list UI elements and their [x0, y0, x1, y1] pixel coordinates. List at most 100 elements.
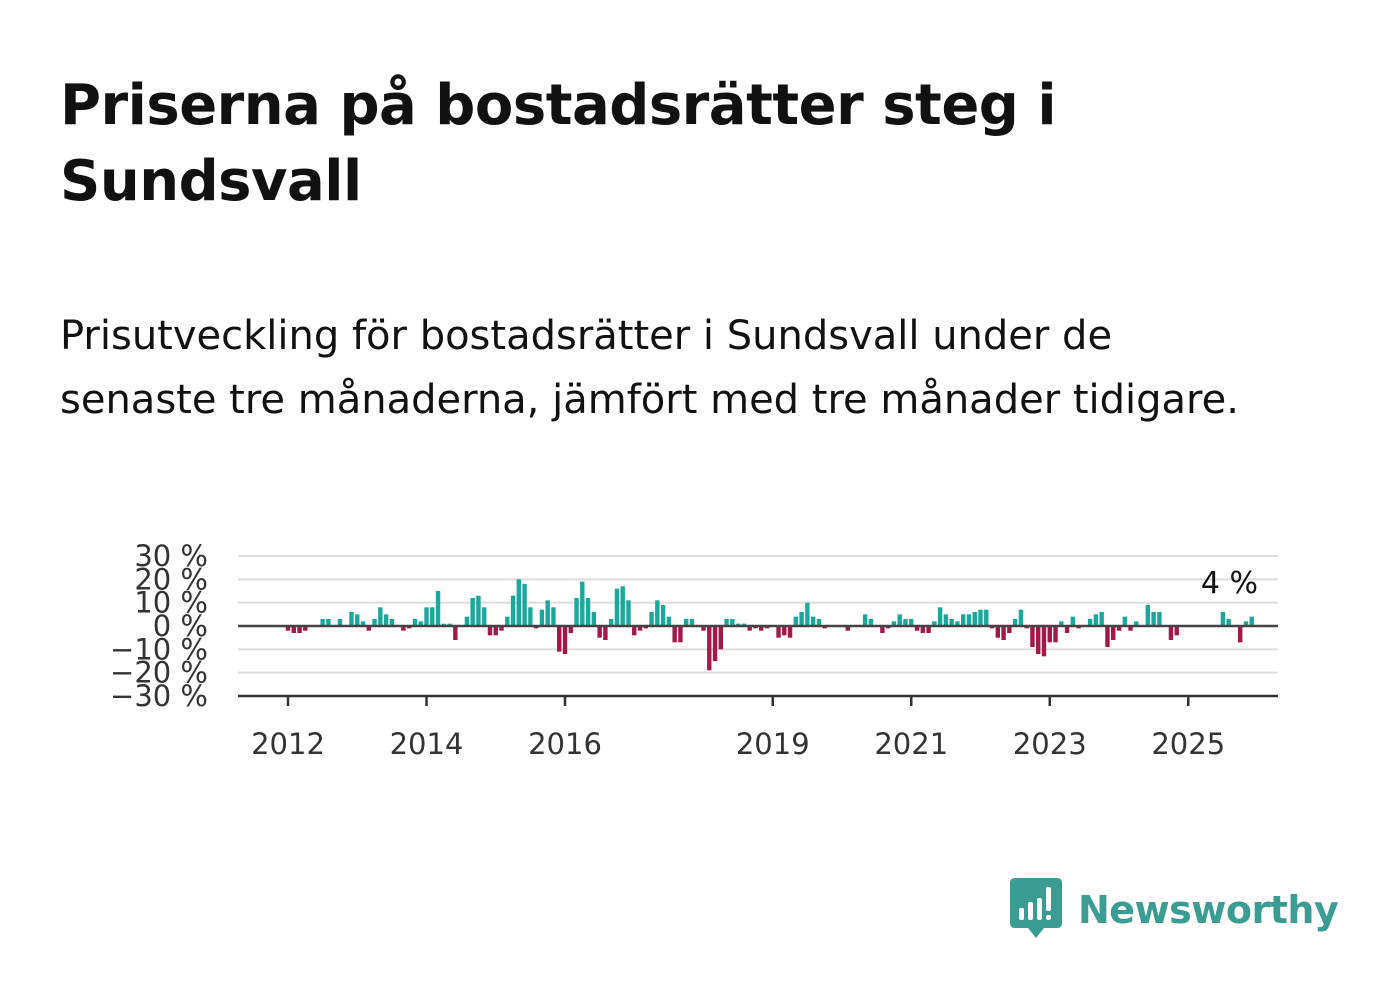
bar: [580, 581, 585, 626]
bar: [510, 595, 516, 626]
bar: [493, 626, 498, 636]
bar: [932, 621, 937, 626]
bar: [528, 607, 533, 626]
bar: [412, 619, 418, 626]
bar: [424, 607, 429, 626]
bar: [724, 619, 729, 626]
bar: [545, 600, 550, 626]
bar: [482, 607, 487, 626]
bar: [1053, 626, 1058, 643]
bar: [597, 626, 602, 638]
bar: [683, 619, 689, 626]
bar: [1220, 612, 1226, 626]
bar: [632, 626, 637, 636]
bar: [1093, 614, 1099, 626]
bar: [730, 619, 735, 626]
bar: [718, 626, 724, 650]
bar: [372, 619, 377, 626]
bar: [470, 598, 475, 626]
bar: [1128, 626, 1133, 631]
x-axis-labels: 2012 2014 2016 2019 2021 2023 2025: [251, 696, 1225, 761]
bar: [787, 626, 793, 638]
bar: [943, 614, 949, 626]
bar: [389, 619, 395, 626]
bar: [672, 626, 677, 643]
bar: [1018, 609, 1024, 626]
bar: [337, 619, 343, 626]
bar: [585, 598, 591, 626]
bar: [303, 626, 308, 631]
bar: [914, 626, 920, 631]
y-tick-label: −10 %: [110, 632, 208, 666]
bar: [1041, 626, 1047, 657]
bar: [355, 614, 360, 626]
bar: [516, 579, 522, 626]
bar-chart: 30 %20 %10 %0 %−10 %−20 %−30 % 2012 2014 2…: [110, 539, 1278, 761]
bar: [805, 602, 810, 626]
bar: [1012, 619, 1018, 626]
bar: [868, 619, 874, 626]
bar: [949, 619, 954, 626]
brand-name: Newsworthy: [1078, 888, 1339, 932]
y-tick-label: −20 %: [110, 656, 208, 690]
bar: [1059, 621, 1064, 626]
axes: [238, 624, 1278, 698]
bar: [747, 626, 752, 631]
bar: [1064, 626, 1070, 633]
chart-title: Priserna på bostadsrätter steg i Sundsva…: [60, 73, 1057, 214]
chart-subtitle: Prisutveckling för bostadsrätter i Sunds…: [60, 313, 1239, 423]
bar: [453, 626, 458, 640]
x-tick-label: 2021: [874, 727, 948, 761]
bar: [1226, 619, 1231, 626]
bar: [862, 614, 868, 626]
bar: [926, 626, 931, 633]
bar: [920, 626, 925, 633]
bars: [285, 579, 1254, 671]
bar: [591, 612, 597, 626]
bar: [1105, 626, 1110, 647]
bar: [1030, 626, 1035, 647]
bar: [1151, 612, 1156, 626]
bar: [1145, 605, 1151, 626]
bar: [966, 614, 972, 626]
bar: [1134, 621, 1139, 626]
bar: [378, 607, 383, 626]
bar: [326, 619, 331, 626]
bar: [297, 626, 302, 633]
bar: [476, 595, 481, 626]
bar: [568, 626, 573, 633]
bar: [505, 616, 510, 626]
bar: [1249, 616, 1254, 626]
bar: [1036, 626, 1041, 654]
bar: [816, 619, 822, 626]
bar: [637, 626, 643, 631]
bar: [649, 612, 654, 626]
bar: [1007, 626, 1012, 633]
bar: [1116, 626, 1122, 631]
x-tick-label: 2012: [251, 727, 325, 761]
bar: [464, 616, 470, 626]
bar: [937, 607, 943, 626]
bar: [430, 607, 435, 626]
bar: [608, 619, 614, 626]
x-tick-label: 2023: [1013, 727, 1087, 761]
bar: [845, 626, 850, 631]
y-tick-label: 20 %: [134, 562, 208, 596]
bar: [880, 626, 885, 633]
newsworthy-brand: Newsworthy: [1010, 878, 1339, 942]
bar: [1168, 626, 1174, 640]
bar: [1047, 626, 1052, 643]
bar: [360, 621, 366, 626]
bar: [972, 612, 977, 626]
bar: [655, 600, 660, 626]
last-value-label: 4 %: [1201, 566, 1258, 601]
bar: [759, 626, 764, 631]
x-tick-label: 2014: [390, 727, 464, 761]
bar: [666, 616, 672, 626]
bar: [810, 616, 816, 626]
bar: [1070, 616, 1076, 626]
bar: [1122, 616, 1127, 626]
bar: [1087, 619, 1093, 626]
bar: [660, 605, 666, 626]
grid-lines: [238, 555, 1278, 674]
